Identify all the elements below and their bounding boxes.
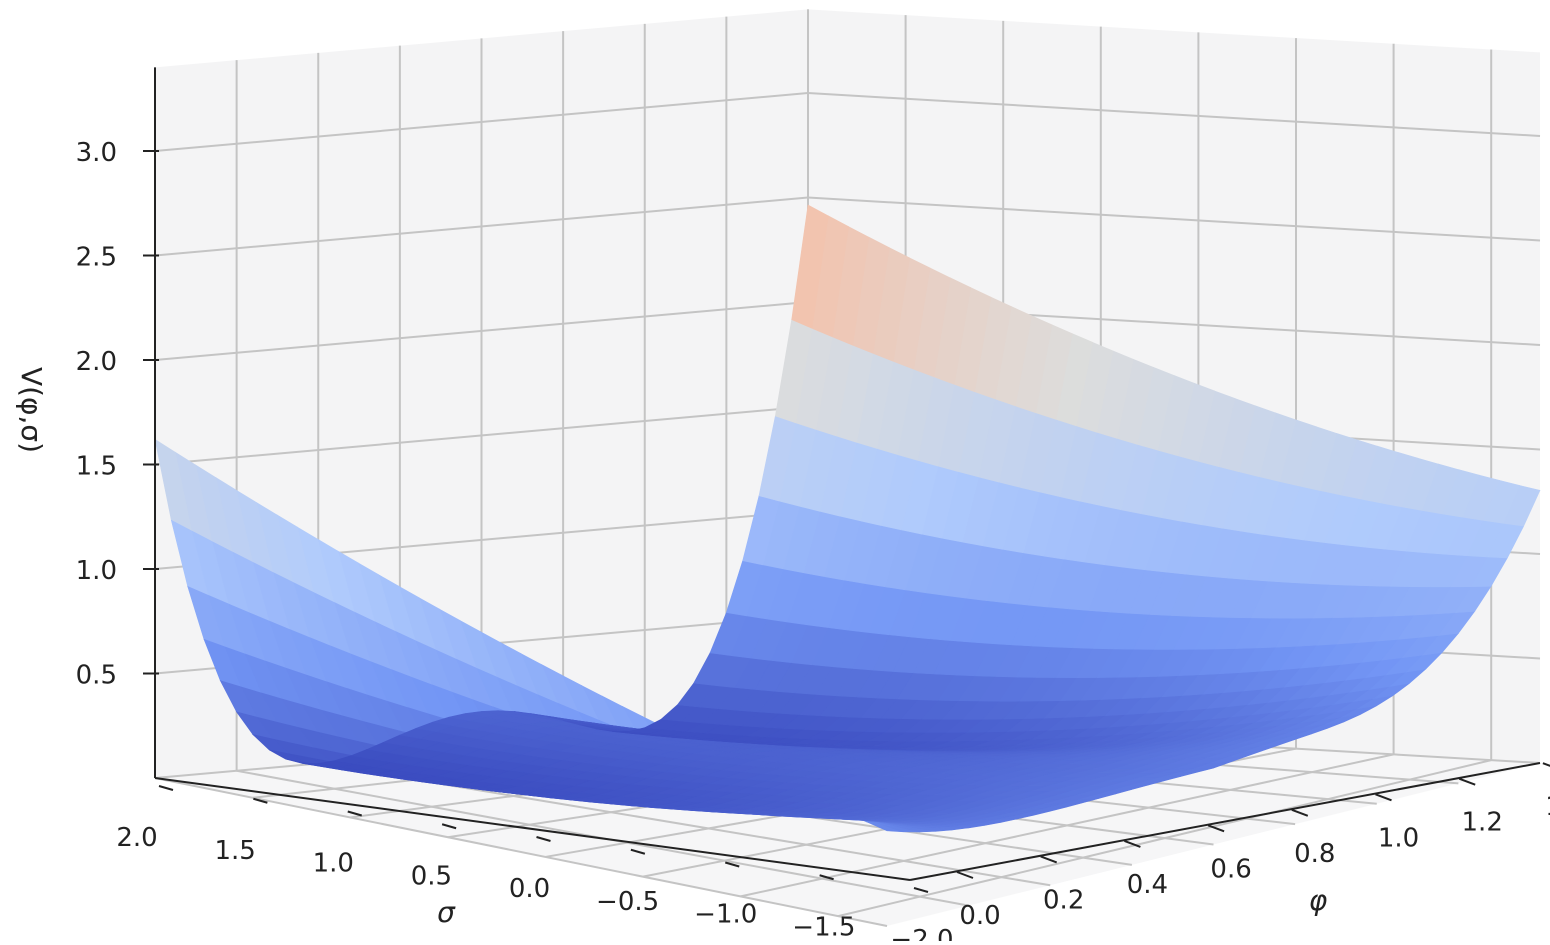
phi-tick-label: 0.8	[1294, 839, 1335, 869]
sigma-tick-label: −2.0	[890, 925, 953, 941]
phi-tick-label: 1.2	[1462, 808, 1503, 838]
sigma-tick-label: 1.0	[313, 849, 354, 879]
phi-tick-label: 0.4	[1127, 870, 1168, 900]
sigma-tick-label: 2.0	[116, 823, 157, 853]
phi-tick	[1543, 763, 1550, 769]
sigma-tick-label: −1.0	[694, 900, 757, 930]
phi-tick-label: 0.2	[1043, 885, 1084, 915]
x-axis-label: φ	[1309, 884, 1328, 917]
z-tick-label: 3.0	[76, 138, 117, 168]
sigma-tick-label: 1.5	[214, 836, 255, 866]
y-axis-label: σ	[437, 896, 456, 929]
phi-tick-label: 0.6	[1210, 854, 1251, 884]
z-tick-label: 1.0	[76, 556, 117, 586]
z-tick-label: 2.5	[76, 243, 117, 273]
sigma-tick-label: −0.5	[596, 887, 659, 917]
z-tick-label: 1.5	[76, 452, 117, 482]
phi-tick-label: 0.0	[959, 901, 1000, 931]
z-tick-label: 2.0	[76, 347, 117, 377]
sigma-tick-label: −1.5	[792, 912, 855, 941]
sigma-tick-label: 0.5	[411, 861, 452, 891]
phi-tick-label: 1.0	[1378, 823, 1419, 853]
sigma-tick-label: 0.0	[509, 874, 550, 904]
sigma-tick	[159, 786, 173, 790]
z-tick-label: 0.5	[76, 661, 117, 691]
z-axis-label: V(φ,σ)	[15, 367, 48, 453]
phi-tick-label: 1.4	[1545, 792, 1550, 822]
